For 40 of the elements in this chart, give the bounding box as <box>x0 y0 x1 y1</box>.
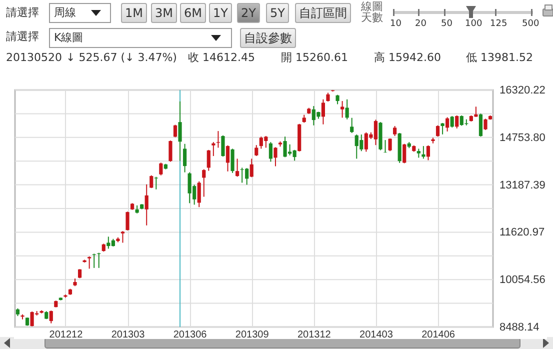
text: 周線 <box>49 3 111 23</box>
text: 100 <box>465 19 482 29</box>
text: K線圖 <box>49 28 232 48</box>
y-tick-label: 14753.80 <box>500 132 546 144</box>
candlestick <box>383 140 388 154</box>
text: ↓ 525.67 (↓ 3.47%) <box>66 50 177 66</box>
x-tick-label: 201309 <box>235 330 270 340</box>
text: 線圖天數 <box>361 0 384 24</box>
text: 1Y <box>209 3 232 23</box>
text: 20130520 <box>6 50 62 66</box>
y-tick-label: 13187.39 <box>500 179 546 192</box>
text: 2Y <box>237 3 260 23</box>
text: 自設參數 <box>240 28 296 48</box>
text: 3M <box>151 3 177 23</box>
y-tick-label: 8488.14 <box>500 322 540 334</box>
text: 50 <box>441 19 452 29</box>
text: 500 <box>522 19 540 29</box>
y-tick-label: 16320.22 <box>500 84 546 96</box>
x-tick-label: 201306 <box>173 330 208 340</box>
x-tick-label: 201403 <box>360 330 394 340</box>
text: 自訂區間 <box>295 3 351 23</box>
x-tick-label: 201212 <box>49 330 84 340</box>
text: 請選擇 <box>6 29 39 45</box>
text: 開 15260.61 <box>281 50 348 66</box>
x-tick-label: 201303 <box>111 330 146 340</box>
text: 1M <box>121 3 147 23</box>
text: 6M <box>180 3 206 23</box>
text: 5Y <box>266 3 289 23</box>
text: 20 <box>415 19 426 29</box>
text: 請選擇 <box>6 5 39 21</box>
text: 125 <box>490 19 508 29</box>
x-tick-label: 201312 <box>297 330 332 340</box>
text: 高 15942.60 <box>374 50 441 66</box>
text: 收 14612.45 <box>188 50 255 66</box>
text: 低 13981.52 <box>466 50 533 66</box>
candlestick <box>154 176 158 190</box>
y-tick-label: 10054.56 <box>500 274 546 286</box>
y-tick-label: 11620.97 <box>500 226 545 239</box>
text: 10 <box>390 19 402 29</box>
x-tick-label: 201406 <box>422 330 456 340</box>
